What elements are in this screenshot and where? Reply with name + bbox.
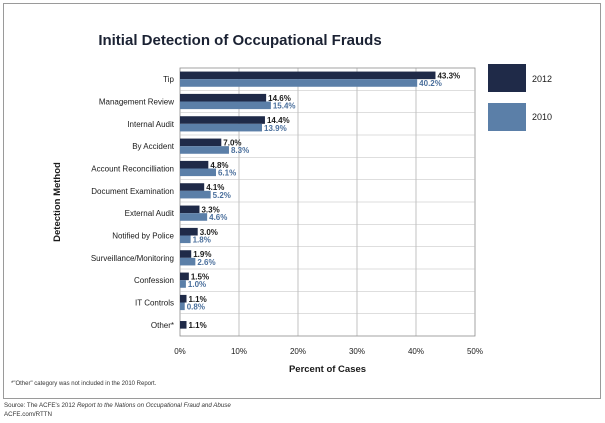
legend-swatch-2012	[488, 64, 526, 92]
value-label-2010: 0.8%	[187, 303, 205, 312]
bar-2010	[180, 101, 271, 110]
bar-2012	[180, 71, 436, 80]
x-tick-label: 0%	[174, 347, 186, 356]
value-label-2010: 1.8%	[193, 236, 211, 245]
value-label-2010: 40.2%	[419, 79, 442, 88]
legend-label-2010: 2010	[532, 112, 552, 122]
category-label: IT Controls	[135, 299, 174, 308]
bar-2010	[180, 280, 186, 288]
value-label-2012: 43.3%	[437, 72, 460, 81]
x-tick-label: 20%	[290, 347, 306, 356]
bar-2010	[180, 190, 211, 199]
value-label-2010: 6.1%	[218, 169, 236, 178]
x-tick-label: 10%	[231, 347, 247, 356]
x-tick-label: 40%	[408, 347, 424, 356]
category-label: Document Examination	[91, 187, 174, 196]
bar-2010	[180, 146, 229, 154]
value-label-2012: 14.4%	[267, 116, 290, 125]
value-label-2010: 1.0%	[188, 280, 206, 289]
value-label-2012: 1.9%	[193, 250, 211, 259]
category-label: External Audit	[125, 209, 175, 218]
value-label-2010: 8.3%	[231, 146, 249, 155]
category-label: Internal Audit	[127, 120, 174, 129]
bar-2012	[180, 250, 192, 258]
bar-2010	[180, 257, 196, 266]
bar-2010	[180, 123, 263, 132]
bar-2010	[180, 168, 216, 177]
source-url: ACFE.com/RTTN	[4, 410, 53, 418]
value-label-2012: 4.1%	[206, 183, 224, 192]
category-label: Surveillance/Monitoring	[91, 254, 174, 263]
value-label-2010: 13.9%	[264, 124, 287, 133]
value-label-2012: 3.0%	[200, 228, 218, 237]
bar-2012	[180, 116, 265, 124]
value-label-2012: 7.0%	[223, 139, 241, 148]
category-label: Confession	[134, 276, 174, 285]
legend-swatch-2010	[488, 103, 526, 131]
value-label-2012: 1.1%	[188, 295, 206, 304]
source-note: Source: The ACFE's 2012 Report to the Na…	[4, 402, 231, 419]
value-label-2010: 2.6%	[197, 258, 215, 267]
source-report: Report to the Nations on Occupational Fr…	[76, 402, 231, 409]
bar-2012	[180, 138, 222, 147]
value-label-2012: 3.3%	[201, 206, 219, 215]
bar-2012	[180, 227, 198, 236]
bar-2012	[180, 205, 200, 214]
x-axis-label: Percent of Cases	[289, 364, 366, 375]
bar-2010	[180, 302, 185, 311]
category-label: Tip	[163, 75, 174, 84]
bar-2010	[180, 213, 208, 221]
footnote: *"Other" category was not included in th…	[11, 381, 157, 387]
x-tick-label: 30%	[349, 347, 365, 356]
value-label-2012: 1.5%	[191, 273, 209, 282]
value-label-2012: 14.6%	[268, 94, 291, 103]
legend-label-2012: 2012	[532, 74, 552, 84]
bar-2012	[180, 321, 187, 329]
value-label-2012: 4.8%	[210, 161, 228, 170]
chart-title: Initial Detection of Occupational Frauds	[98, 32, 382, 49]
bar-2012	[180, 272, 189, 281]
bar-2010	[180, 79, 418, 87]
x-tick-label: 50%	[467, 347, 483, 356]
value-label-2010: 5.2%	[213, 191, 231, 200]
category-label: Management Review	[99, 98, 174, 107]
bar-2012	[180, 160, 209, 169]
bar-2012	[180, 183, 205, 191]
bar-2012	[180, 294, 187, 303]
category-label: By Accident	[132, 142, 175, 151]
category-label: Other*	[151, 321, 174, 330]
value-label-2012: 1.1%	[188, 321, 206, 330]
bar-2012	[180, 93, 267, 102]
value-label-2010: 15.4%	[273, 102, 296, 111]
category-label: Account Reconcilliation	[91, 165, 174, 174]
bar-2010	[180, 235, 191, 244]
y-axis-label: Detection Method	[52, 162, 63, 242]
value-label-2010: 4.6%	[209, 213, 227, 222]
source-prefix: Source: The ACFE's 2012	[4, 402, 77, 409]
category-label: Notified by Police	[112, 232, 174, 241]
